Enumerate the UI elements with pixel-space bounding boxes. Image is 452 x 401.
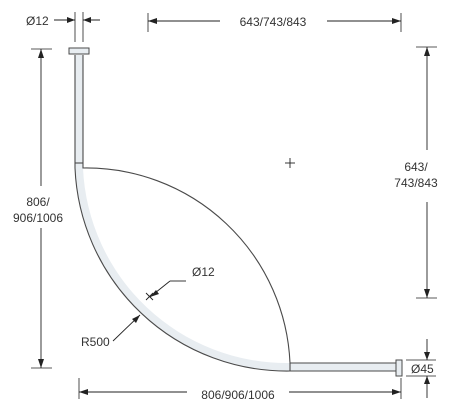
right-height-label-line1: 643/: [404, 160, 428, 174]
flange-diameter-label: Ø45: [411, 362, 434, 376]
rail-inner-edge: [82, 55, 396, 364]
curve-diameter-label: Ø12: [192, 265, 215, 279]
left-height-label-line2: 906/1006: [13, 211, 63, 225]
rail-outer-edge: [74, 55, 396, 372]
curve-diameter-leader: [145, 280, 186, 301]
top-width-label: 643/743/843: [240, 15, 307, 29]
top-wall-flange: [68, 47, 90, 55]
left-height-dimension: [31, 48, 52, 369]
bottom-width-dimension: [78, 378, 402, 399]
left-height-label-line1: 806/: [26, 195, 50, 209]
rail-body: [75, 55, 396, 372]
radius-label: R500: [81, 335, 110, 349]
center-cross-mark: [285, 158, 295, 168]
right-wall-flange: [395, 359, 403, 377]
right-height-dimension: [416, 46, 437, 299]
rod-diameter-dimension: [54, 12, 100, 42]
curtain-rail: [68, 47, 403, 377]
radius-leader: [112, 314, 141, 342]
rod-diameter-label: Ø12: [26, 14, 49, 28]
top-width-dimension: [147, 13, 402, 32]
bottom-width-label: 806/906/1006: [201, 388, 275, 401]
right-height-label-line2: 743/843: [394, 176, 438, 190]
flange-diameter-dimension: [406, 339, 436, 398]
